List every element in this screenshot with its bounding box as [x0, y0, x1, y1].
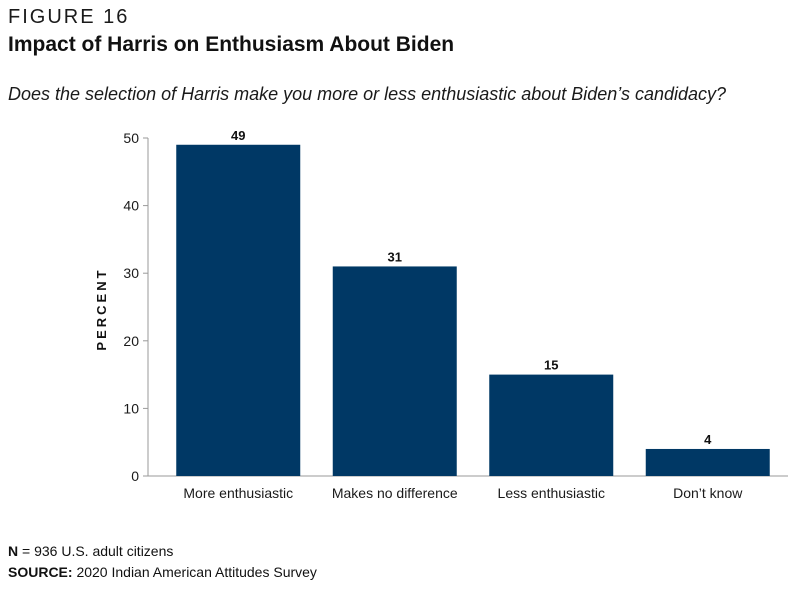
y-tick-label: 30	[123, 265, 139, 281]
x-tick-label: Don’t know	[673, 485, 743, 501]
y-axis-title: PERCENT	[94, 267, 109, 350]
data-label: 31	[388, 249, 402, 264]
y-tick-label: 0	[131, 468, 139, 484]
chart-title: Impact of Harris on Enthusiasm About Bid…	[8, 33, 455, 56]
y-tick-label: 20	[123, 333, 139, 349]
source-label: SOURCE:	[8, 564, 73, 580]
data-label: 4	[704, 432, 712, 447]
bar	[489, 374, 614, 476]
data-label: 15	[544, 358, 558, 373]
bar	[176, 144, 301, 476]
bar	[645, 448, 770, 476]
n-text: = 936 U.S. adult citizens	[18, 543, 174, 559]
y-tick-label: 50	[123, 130, 139, 146]
bar	[332, 266, 457, 476]
bar-chart: 0 10 20 30 40 50 PERCENT 49 More enthusiastic 31 M…	[94, 128, 788, 501]
figure-label: FIGURE 16	[8, 6, 130, 28]
n-label: N	[8, 543, 19, 559]
chart-subtitle: Does the selection of Harris make you mo…	[8, 84, 727, 104]
source-text: 2020 Indian American Attitudes Survey	[72, 564, 317, 580]
y-tick-label: 10	[123, 400, 139, 416]
data-label: 49	[231, 128, 245, 143]
y-tick-label: 40	[123, 198, 139, 214]
x-tick-label: More enthusiastic	[183, 485, 293, 501]
sample-size-note: N = 936 U.S. adult citizens	[8, 543, 173, 559]
x-tick-label: Makes no difference	[332, 485, 458, 501]
x-tick-label: Less enthusiastic	[498, 485, 605, 501]
source-note: SOURCE: 2020 Indian American Attitudes S…	[8, 564, 317, 580]
